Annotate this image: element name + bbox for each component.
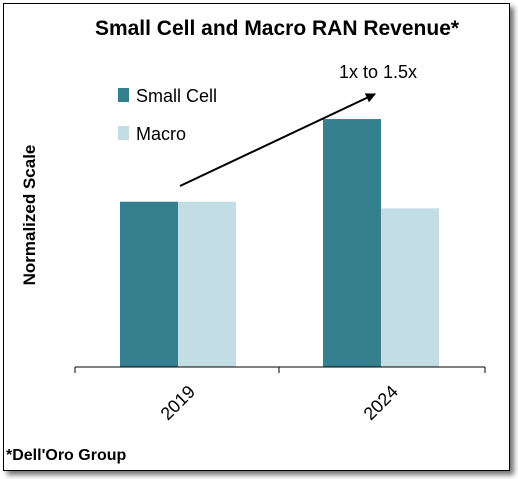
chart-title: Small Cell and Macro RAN Revenue* xyxy=(95,17,460,40)
legend-swatch-macro xyxy=(118,126,129,140)
source-note: *Dell'Oro Group xyxy=(6,447,126,464)
growth-annotation: 1x to 1.5x xyxy=(339,62,417,82)
bar-macro-2024 xyxy=(381,208,439,367)
bar-macro-2019 xyxy=(178,201,236,367)
bar-small-cell-2024 xyxy=(323,119,381,367)
legend-label-macro: Macro xyxy=(136,124,186,144)
legend: Small Cell Macro xyxy=(118,86,217,144)
x-tick-label-2024: 2024 xyxy=(360,382,402,424)
bars-group xyxy=(120,119,439,367)
x-ticks: 2019 2024 xyxy=(74,367,486,424)
y-axis-label: Normalized Scale xyxy=(20,145,39,286)
x-tick-label-2019: 2019 xyxy=(157,382,199,424)
growth-arrow xyxy=(179,93,376,187)
bar-small-cell-2019 xyxy=(120,201,178,367)
legend-swatch-small-cell xyxy=(118,88,129,102)
legend-label-small-cell: Small Cell xyxy=(136,86,217,106)
